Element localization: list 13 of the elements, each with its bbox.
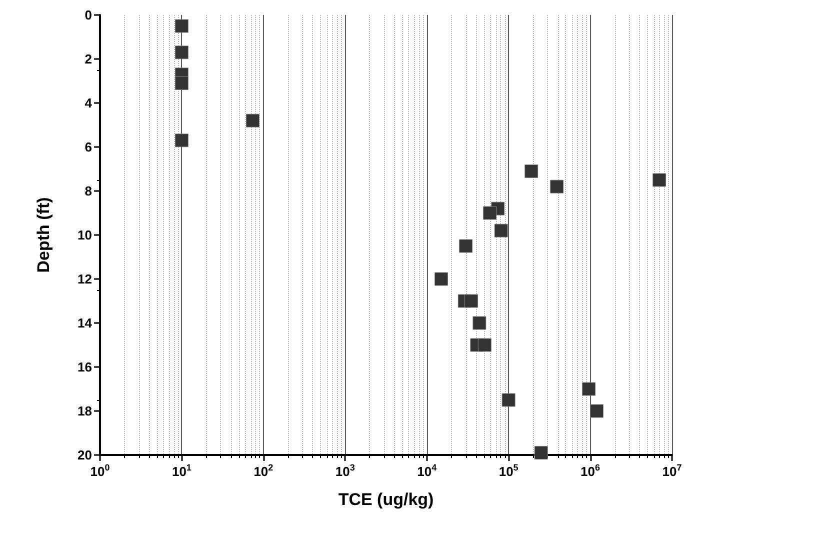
y-tick-label: 2 [84, 52, 92, 66]
x-axis-title: TCE (ug/kg) [338, 490, 434, 509]
y-tick-label: 20 [78, 448, 92, 462]
y-axis-title: Depth (ft) [34, 197, 53, 273]
y-tick-label: 6 [84, 140, 92, 154]
y-tick-label: 4 [84, 96, 93, 110]
y-tick-label: 18 [78, 404, 92, 418]
y-tick-label: 0 [84, 8, 92, 22]
y-tick-label: 10 [78, 228, 92, 242]
y-tick-label: 14 [78, 316, 93, 330]
y-tick-label: 12 [78, 272, 92, 286]
y-tick-label: 16 [78, 360, 92, 374]
y-tick-label: 8 [84, 184, 92, 198]
